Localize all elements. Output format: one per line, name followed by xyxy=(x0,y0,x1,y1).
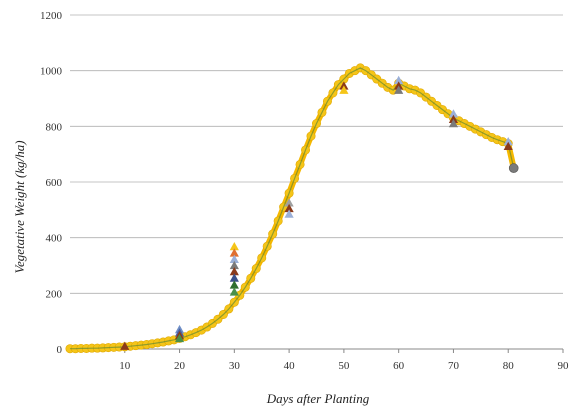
x-tick-label: 60 xyxy=(393,360,405,372)
y-tick-label: 200 xyxy=(46,288,63,300)
x-tick-label: 20 xyxy=(174,360,186,372)
axes xyxy=(70,348,564,353)
tick-labels: 0 200 400 600 800 1000 1200 10 20 30 40 50 60 70 80 90 xyxy=(40,10,569,372)
y-tick-label: 1200 xyxy=(40,10,63,22)
observed-point xyxy=(448,109,459,118)
y-tick-label: 600 xyxy=(46,177,63,189)
observed-point xyxy=(229,287,239,296)
x-axis-title: Days after Planting xyxy=(266,391,370,406)
observed-point xyxy=(120,341,130,350)
observed-point xyxy=(229,267,239,276)
observed-point xyxy=(229,248,239,257)
observed-point xyxy=(448,118,459,128)
observed-point xyxy=(339,81,349,90)
observed-point xyxy=(229,280,239,289)
x-tick-label: 70 xyxy=(448,360,460,372)
x-tick-label: 30 xyxy=(229,360,241,372)
observed-point xyxy=(339,85,349,94)
gridlines xyxy=(70,14,563,294)
simulated-series xyxy=(65,63,519,354)
observed-point xyxy=(229,273,239,282)
x-tick-label: 80 xyxy=(503,360,515,372)
simulated-inner-line xyxy=(70,67,515,350)
x-tick-label: 40 xyxy=(284,360,296,372)
y-tick-label: 800 xyxy=(46,121,63,133)
observed-points xyxy=(120,75,519,350)
observed-point xyxy=(503,137,513,146)
observed-point xyxy=(229,241,239,251)
observed-point xyxy=(229,254,239,264)
x-tick-label: 10 xyxy=(119,360,131,372)
observed-point xyxy=(394,75,404,85)
observed-point xyxy=(394,81,404,90)
observed-point xyxy=(508,163,519,173)
y-axis-title: Vegetative Weight (kg/ha) xyxy=(12,140,27,273)
y-tick-label: 1000 xyxy=(40,66,63,78)
observed-point xyxy=(174,333,185,343)
x-tick-label: 50 xyxy=(338,360,350,372)
x-tick-label: 90 xyxy=(558,360,570,372)
observed-point xyxy=(229,260,239,270)
observed-point xyxy=(448,114,459,124)
observed-point xyxy=(284,198,294,207)
observed-point xyxy=(503,141,513,151)
observed-point xyxy=(284,203,294,213)
y-tick-label: 400 xyxy=(46,233,63,245)
y-tick-label: 0 xyxy=(57,344,63,356)
observed-point xyxy=(284,209,294,218)
observed-point xyxy=(394,85,404,94)
